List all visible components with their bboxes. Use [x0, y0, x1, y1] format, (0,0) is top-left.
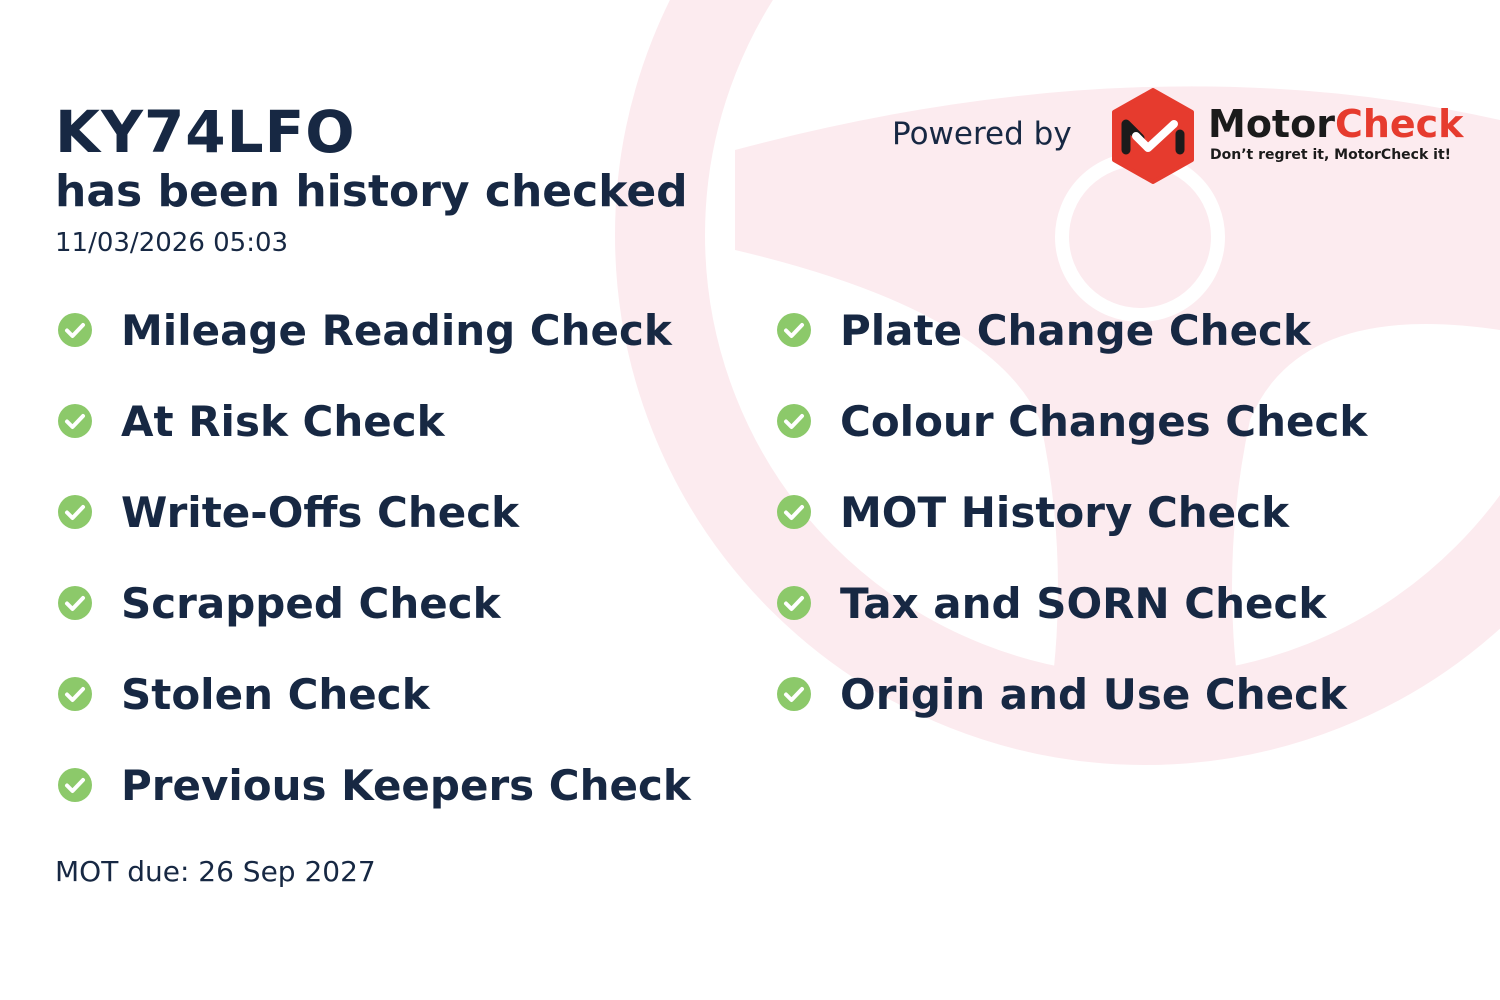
- brand-name-part1: Motor: [1208, 102, 1335, 146]
- check-item: Scrapped Check: [57, 573, 501, 633]
- check-item: Tax and SORN Check: [776, 573, 1326, 633]
- mot-due: MOT due: 26 Sep 2027: [55, 855, 376, 888]
- check-label: Plate Change Check: [840, 305, 1311, 355]
- check-label: Write-Offs Check: [121, 487, 520, 537]
- check-circle-icon: [58, 313, 92, 347]
- check-item: Colour Changes Check: [776, 391, 1367, 451]
- brand-tagline: Don’t regret it, MotorCheck it!: [1210, 147, 1452, 163]
- brand-name-part2: Check: [1334, 102, 1464, 146]
- check-circle-icon: [58, 768, 92, 802]
- check-item: MOT History Check: [776, 482, 1289, 542]
- check-item: Previous Keepers Check: [57, 755, 691, 815]
- check-circle-icon: [58, 677, 92, 711]
- check-label: Previous Keepers Check: [121, 760, 691, 810]
- check-circle-icon: [58, 404, 92, 438]
- check-label: Tax and SORN Check: [840, 578, 1327, 628]
- powered-by-label: Powered by: [892, 116, 1072, 152]
- subtitle: has been history checked: [55, 166, 688, 217]
- check-circle-icon: [58, 495, 92, 529]
- check-label: Colour Changes Check: [840, 396, 1368, 446]
- check-item: Plate Change Check: [776, 300, 1311, 360]
- check-item: Origin and Use Check: [776, 664, 1347, 724]
- check-circle-icon: [777, 677, 811, 711]
- check-item: Write-Offs Check: [57, 482, 519, 542]
- registration-plate: KY74LFO: [55, 98, 356, 166]
- check-item: Mileage Reading Check: [57, 300, 672, 360]
- check-item: At Risk Check: [57, 391, 445, 451]
- check-label: At Risk Check: [121, 396, 445, 446]
- check-label: Mileage Reading Check: [121, 305, 672, 355]
- check-label: Stolen Check: [121, 669, 430, 719]
- check-circle-icon: [58, 586, 92, 620]
- check-label: Scrapped Check: [121, 578, 501, 628]
- check-circle-icon: [777, 586, 811, 620]
- motorcheck-logo-icon: [1112, 88, 1194, 184]
- check-circle-icon: [777, 495, 811, 529]
- check-label: Origin and Use Check: [840, 669, 1347, 719]
- check-label: MOT History Check: [840, 487, 1289, 537]
- check-circle-icon: [777, 404, 811, 438]
- check-item: Stolen Check: [57, 664, 430, 724]
- checked-timestamp: 11/03/2026 05:03: [55, 228, 289, 258]
- brand-name: MotorCheck: [1208, 102, 1463, 146]
- check-circle-icon: [777, 313, 811, 347]
